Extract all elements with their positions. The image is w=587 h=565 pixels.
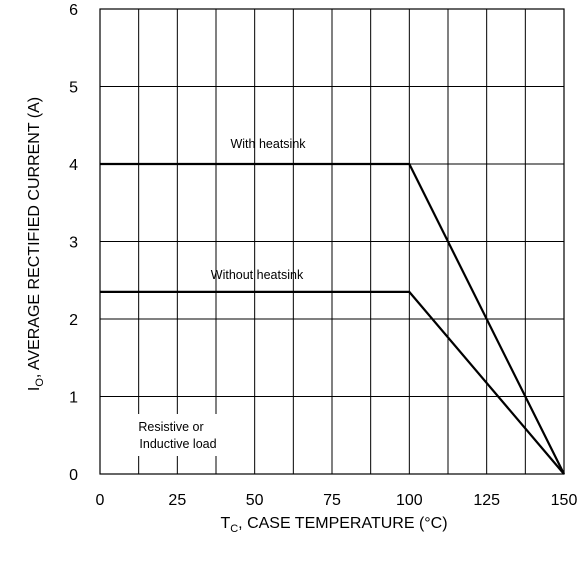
y-tick-label: 4	[69, 157, 78, 174]
y-tick-label: 5	[69, 80, 78, 97]
x-tick-label: 125	[473, 492, 500, 509]
y-tick-label: 6	[69, 2, 78, 19]
x-tick-labels: 0 25 50 75 100 125 150	[96, 492, 578, 509]
y-tick-label: 0	[69, 467, 78, 484]
y-tick-label: 3	[69, 235, 78, 252]
series-lines	[100, 162, 565, 475]
y-tick-label: 2	[69, 312, 78, 329]
x-axis-title: TC, CASE TEMPERATURE (°C)	[220, 515, 447, 535]
series-line-with-heatsink	[100, 162, 565, 475]
y-tick-labels: 0 1 2 3 4 5 6	[69, 2, 78, 484]
x-tick-label: 150	[551, 492, 578, 509]
x-tick-label: 25	[168, 492, 186, 509]
x-tick-label: 100	[396, 492, 423, 509]
y-tick-label: 1	[69, 390, 78, 407]
grid	[100, 9, 564, 474]
load-annotation-line2: Inductive load	[139, 437, 216, 451]
y-axis-title: IO, AVERAGE RECTIFIED CURRENT (A)	[26, 97, 46, 391]
plot-frame	[99, 8, 565, 475]
series-label-without-heatsink: Without heatsink	[211, 268, 304, 282]
series-line-without-heatsink	[100, 290, 565, 475]
x-tick-label: 50	[246, 492, 264, 509]
series-label-with-heatsink: With heatsink	[230, 137, 306, 151]
x-tick-label: 0	[96, 492, 105, 509]
load-annotation-background	[108, 414, 238, 456]
x-tick-label: 75	[323, 492, 341, 509]
load-annotation-line1: Resistive or	[138, 420, 203, 434]
